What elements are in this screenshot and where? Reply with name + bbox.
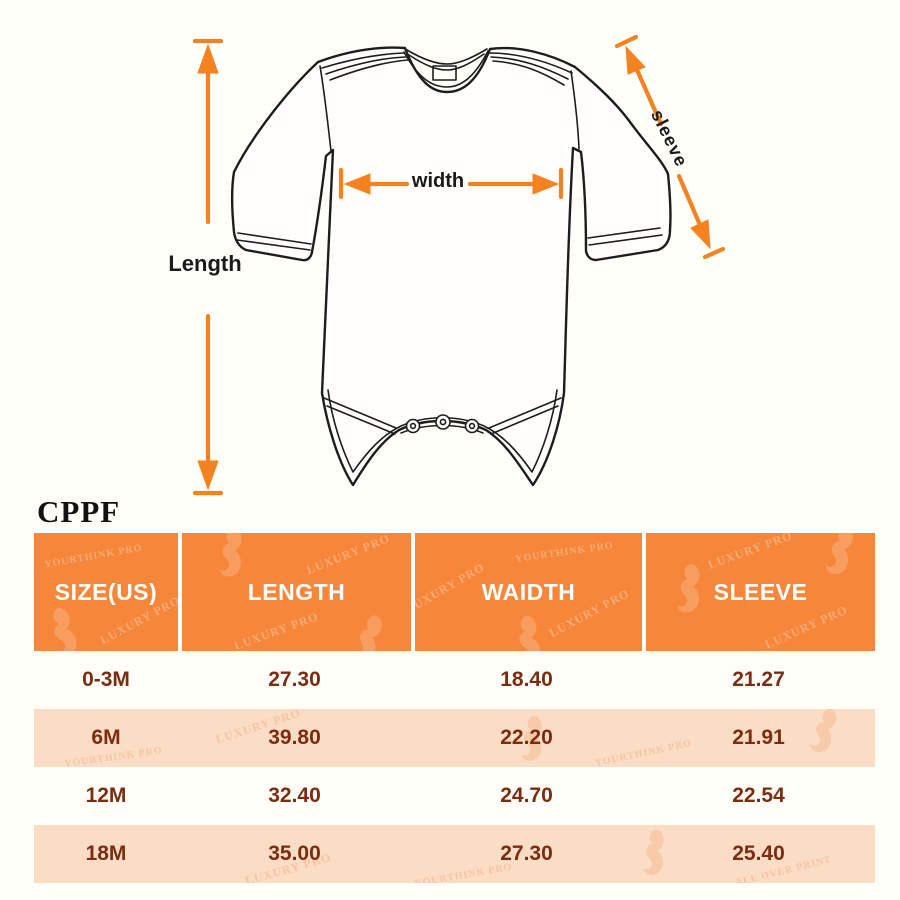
table-row: 0-3M 27.30 18.40 21.27 [34,651,875,709]
watermark-text: YOURTHINK PRO [43,542,144,571]
length-label: Length [168,251,242,276]
header-label: LENGTH [247,578,346,605]
header-cell-length: LENGTH LUXURY PRO LUXURY PRO [178,533,411,651]
cell-length: 27.30 [268,668,321,691]
watermark-text: LUXURY PRO [232,609,321,651]
snap-buttons [405,414,480,434]
seahorse-watermark-icon [677,563,700,613]
sleeve-arrow [614,34,726,260]
seahorse-watermark-icon [219,533,242,577]
cell-sleeve: 21.27 [732,668,785,691]
cell-sleeve: 25.40 [732,842,785,865]
header-cell-size: YOURTHINK PRO LUXURY PRO SIZE(US) [34,533,178,651]
watermark-text: LUXURY PRO [411,559,488,617]
seahorse-watermark-icon [53,608,77,651]
seahorse-watermark-icon [352,615,382,651]
cell-length: 39.80 [268,726,321,749]
watermark-text: LUXURY PRO [706,533,795,572]
watermark-text: YOURTHINK PRO [514,540,615,565]
cell-length: 35.00 [268,842,321,865]
cell-waidth: 18.40 [500,668,553,691]
cell-size: 18M [85,842,127,865]
table-header-row: YOURTHINK PRO LUXURY PRO SIZE(US) LENGTH… [34,533,875,651]
cell-size: 0-3M [82,668,130,691]
cell-waidth: 24.70 [500,784,553,807]
watermark-text: LUXURY PRO [762,602,850,651]
cell-waidth: 27.30 [500,842,553,865]
header-label: WAIDTH [481,578,576,605]
width-arrow [338,167,564,200]
header-cell-waidth: WAIDTH YOURTHINK PRO LUXURY PRO LUXURY P… [411,533,642,651]
size-table: YOURTHINK PRO LUXURY PRO SIZE(US) LENGTH… [34,533,875,883]
table-row: 6M 39.80 22.20 21.91 LUXURY PRO YOURTHIN… [34,709,875,767]
seahorse-watermark-icon [519,615,540,651]
cell-length: 32.40 [268,784,321,807]
table-caption: CPPF [37,494,121,529]
length-arrow [192,38,224,496]
neck-tag [432,65,457,81]
cell-sleeve: 22.54 [732,784,785,807]
header-cell-sleeve: SLEEVE LUXURY PRO LUXURY PRO [642,533,875,651]
cell-waidth: 22.20 [500,726,553,749]
width-label: width [411,170,465,192]
watermark-text: LUXURY PRO [304,533,393,578]
cell-sleeve: 21.91 [732,726,785,749]
measurement-diagram: Length width sleeve [168,34,726,496]
table-row: 18M 35.00 27.30 25.40 LUXURY PRO YOURTHI… [34,825,875,883]
header-label: SLEEVE [713,578,808,605]
onesie-outline [230,46,672,487]
seahorse-watermark-icon [825,533,853,575]
cell-size: 6M [91,726,121,749]
header-label: SIZE(US) [54,578,158,605]
onesie-illustration [192,34,726,496]
cell-size: 12M [85,784,127,807]
table-row: 12M 32.40 24.70 22.54 [34,767,875,825]
